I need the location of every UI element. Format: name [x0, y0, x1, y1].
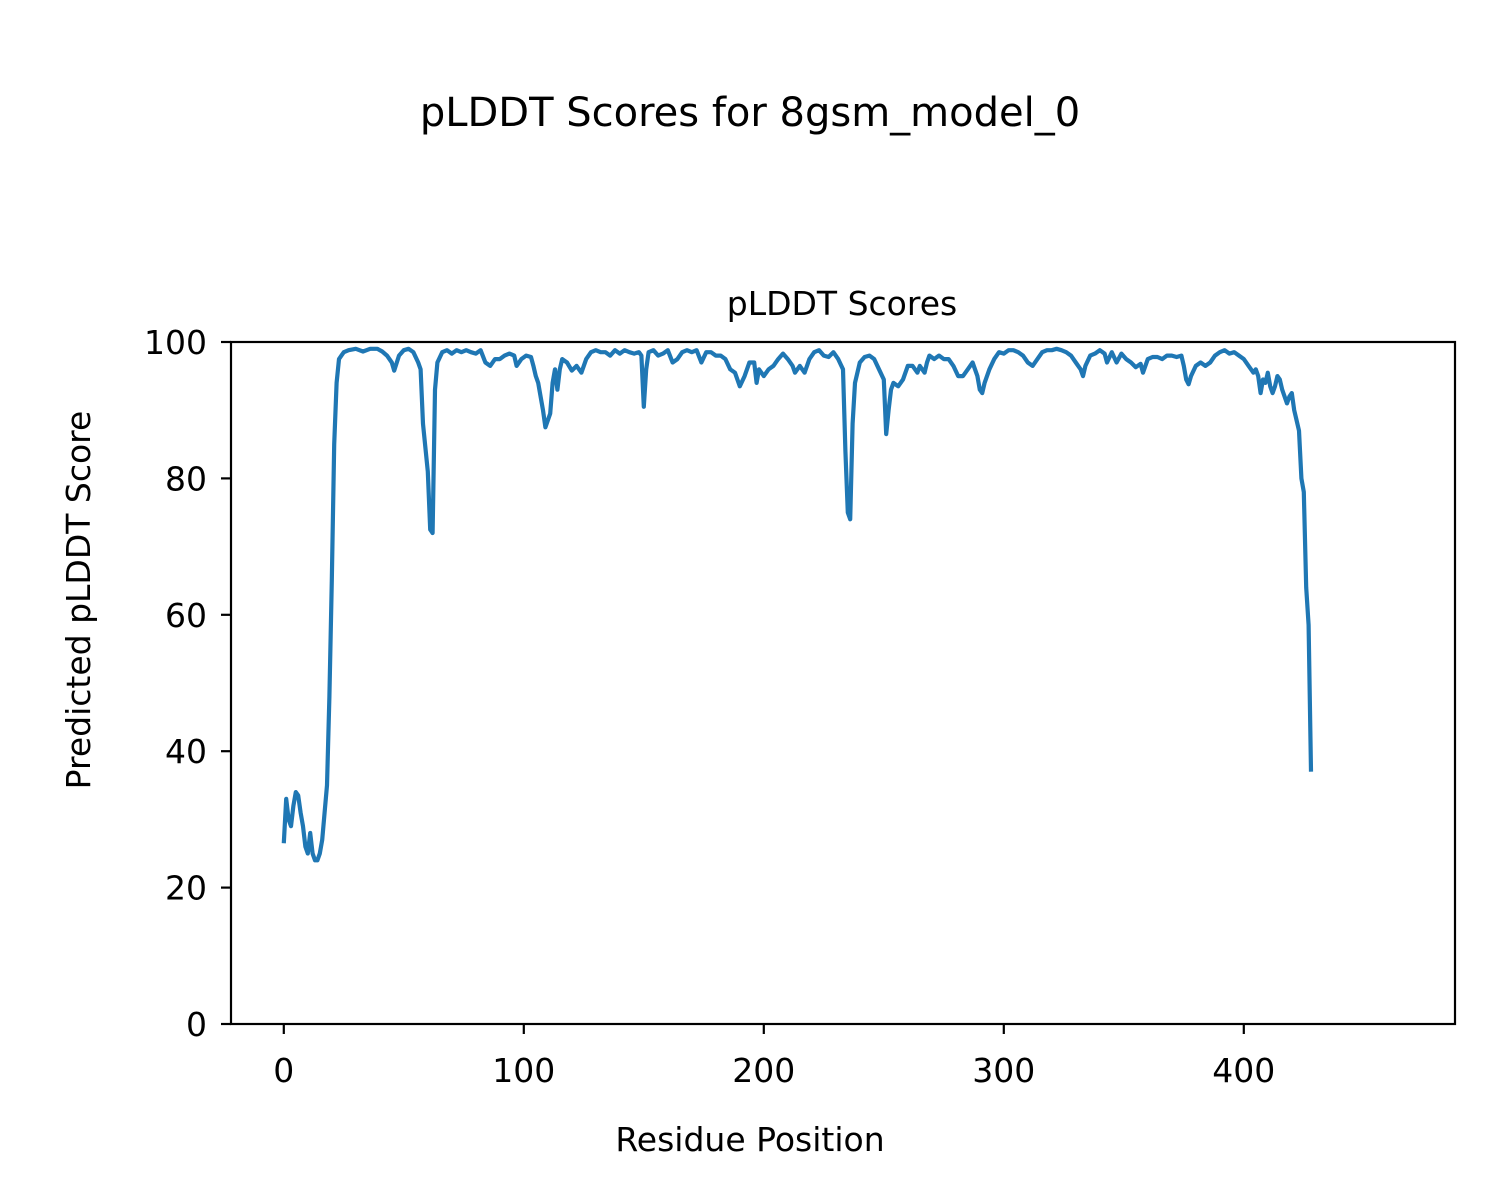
x-axis-label: Residue Position — [615, 1120, 884, 1159]
chart-title: pLDDT Scores — [727, 284, 957, 323]
x-tick-label: 100 — [492, 1051, 555, 1090]
y-axis-ticks: 0 20 40 60 80 100 — [144, 323, 231, 1044]
y-tick-label: 40 — [165, 732, 207, 771]
y-tick-label: 20 — [165, 869, 207, 908]
y-axis-label: Predicted pLDDT Score — [59, 411, 98, 790]
y-tick-label: 100 — [144, 323, 207, 362]
x-tick-label: 400 — [1212, 1051, 1275, 1090]
figure-title: pLDDT Scores for 8gsm_model_0 — [419, 90, 1081, 136]
y-tick-label: 60 — [165, 596, 207, 635]
plot-frame — [229, 340, 1457, 1026]
x-tick-label: 200 — [732, 1051, 795, 1090]
x-tick-label: 0 — [273, 1051, 294, 1090]
y-tick-label: 80 — [165, 459, 207, 498]
x-tick-label: 300 — [972, 1051, 1035, 1090]
x-axis-ticks: 0 100 200 300 400 — [273, 1024, 1275, 1090]
y-tick-label: 0 — [186, 1005, 207, 1044]
series-line — [281, 346, 1314, 863]
